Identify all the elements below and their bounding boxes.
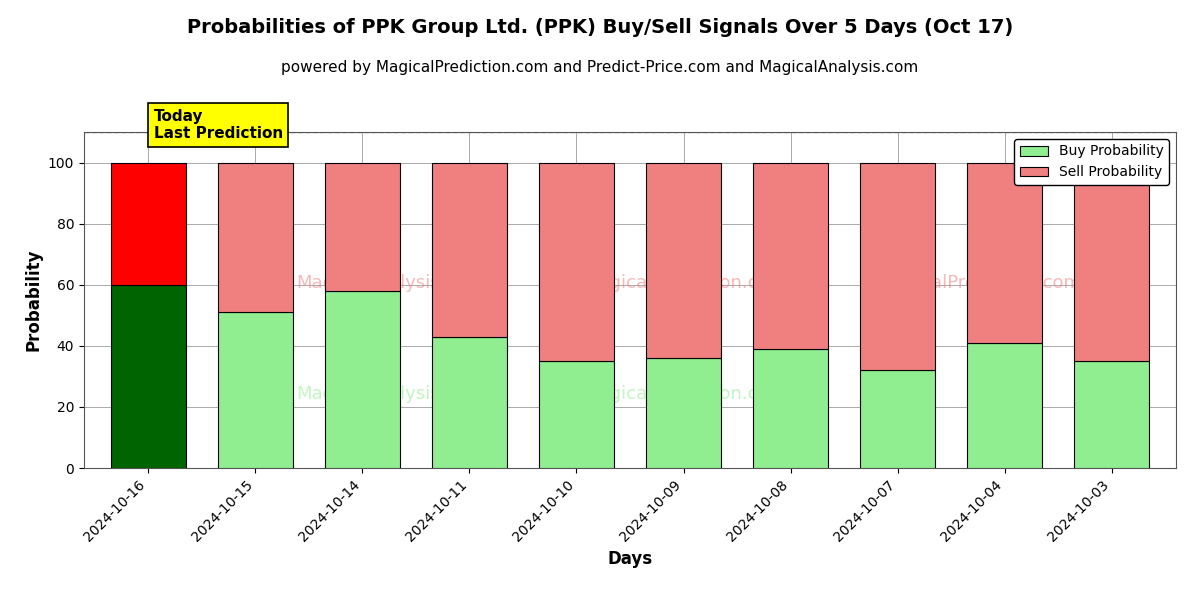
Bar [539,361,614,468]
Bar [218,163,293,312]
Bar [325,163,400,291]
Bar [754,349,828,468]
Text: MagicalPrediction.com: MagicalPrediction.com [583,274,786,292]
Bar [110,163,186,285]
Bar [646,163,721,358]
Text: powered by MagicalPrediction.com and Predict-Price.com and MagicalAnalysis.com: powered by MagicalPrediction.com and Pre… [281,60,919,75]
Bar [1074,361,1150,468]
Bar [860,163,935,370]
Bar [1074,163,1150,361]
Text: Probabilities of PPK Group Ltd. (PPK) Buy/Sell Signals Over 5 Days (Oct 17): Probabilities of PPK Group Ltd. (PPK) Bu… [187,18,1013,37]
Text: MagicalAnalysis.com: MagicalAnalysis.com [296,385,484,403]
Bar [218,312,293,468]
Text: MagicalPrediction.com: MagicalPrediction.com [878,274,1081,292]
Bar [967,343,1042,468]
Bar [432,337,506,468]
Bar [432,163,506,337]
Bar [325,291,400,468]
Legend: Buy Probability, Sell Probability: Buy Probability, Sell Probability [1014,139,1169,185]
Bar [754,163,828,349]
Text: MagicalAnalysis.com: MagicalAnalysis.com [296,274,484,292]
Bar [646,358,721,468]
Text: Today
Last Prediction: Today Last Prediction [154,109,283,141]
X-axis label: Days: Days [607,550,653,568]
Bar [860,370,935,468]
Bar [967,163,1042,343]
Bar [539,163,614,361]
Y-axis label: Probability: Probability [24,249,42,351]
Text: MagicalPrediction.com: MagicalPrediction.com [583,385,786,403]
Bar [110,285,186,468]
